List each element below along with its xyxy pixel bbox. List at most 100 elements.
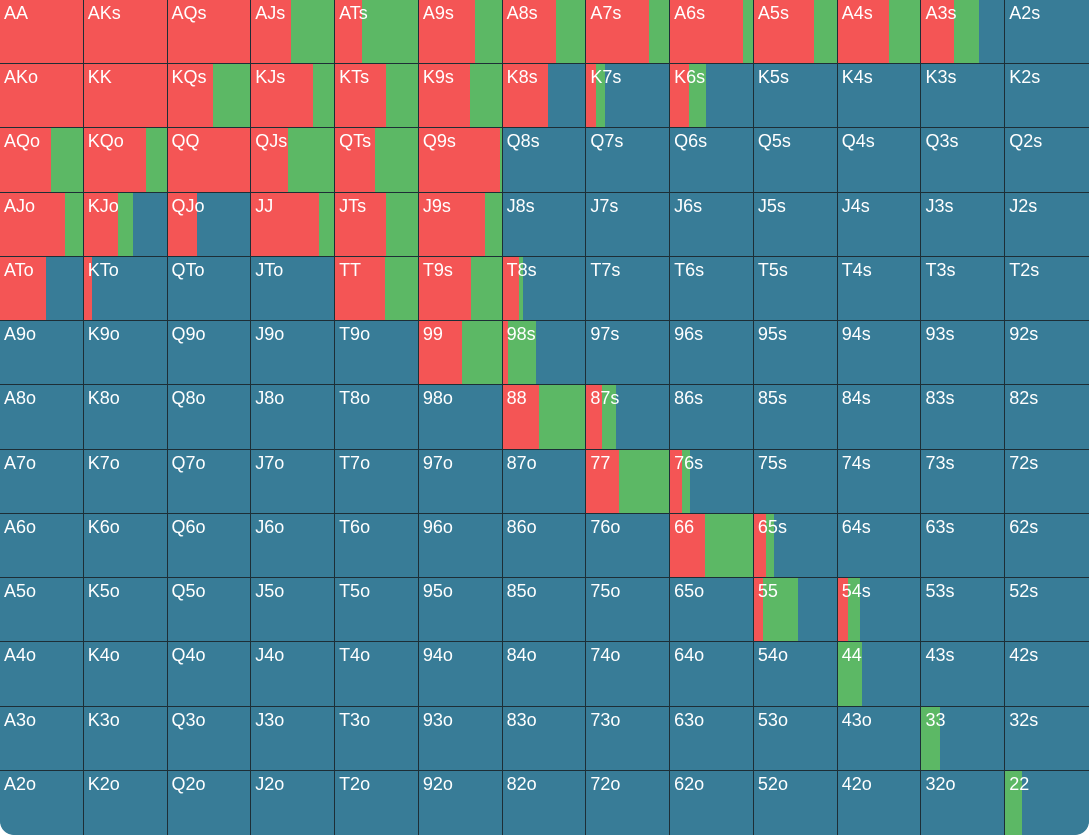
hand-cell[interactable]: J4o — [251, 642, 336, 707]
hand-cell[interactable]: 72o — [586, 770, 671, 835]
hand-cell[interactable]: A4o — [0, 642, 84, 707]
hand-cell[interactable]: 95o — [418, 578, 503, 643]
hand-cell[interactable]: K3s — [921, 64, 1006, 129]
hand-cell[interactable]: Q5o — [167, 578, 252, 643]
hand-cell[interactable]: J2s — [1005, 192, 1089, 257]
hand-cell[interactable]: Q2o — [167, 770, 252, 835]
hand-cell[interactable]: 64o — [670, 642, 754, 707]
hand-cell[interactable]: A3o — [0, 706, 84, 771]
hand-cell[interactable]: 54s — [837, 578, 922, 643]
hand-cell[interactable]: K7o — [83, 449, 168, 514]
hand-cell[interactable]: QJo — [167, 192, 252, 257]
hand-cell[interactable]: A3s — [921, 0, 1006, 65]
hand-cell[interactable]: 65s — [753, 513, 838, 579]
hand-cell[interactable]: K5o — [83, 578, 168, 643]
hand-cell[interactable]: ATs — [335, 0, 419, 65]
hand-cell[interactable]: T5s — [753, 256, 838, 322]
hand-cell[interactable]: A8s — [502, 0, 587, 65]
hand-cell[interactable]: 87o — [502, 449, 587, 514]
hand-cell[interactable]: 74o — [586, 642, 671, 707]
hand-cell[interactable]: J9s — [418, 192, 503, 257]
hand-cell[interactable]: 42s — [1005, 642, 1089, 707]
hand-cell[interactable]: J6s — [670, 192, 754, 257]
hand-cell[interactable]: 82s — [1005, 385, 1089, 450]
hand-cell[interactable]: 65o — [670, 578, 754, 643]
hand-cell[interactable]: 43o — [837, 706, 922, 771]
hand-cell[interactable]: J2o — [251, 770, 336, 835]
hand-cell[interactable]: T5o — [335, 578, 419, 643]
hand-cell[interactable]: Q2s — [1005, 128, 1089, 193]
hand-cell[interactable]: K6o — [83, 513, 168, 579]
hand-cell[interactable]: KQo — [83, 128, 168, 193]
hand-cell[interactable]: A8o — [0, 385, 84, 450]
hand-cell[interactable]: J7o — [251, 449, 336, 514]
hand-cell[interactable]: 63s — [921, 513, 1006, 579]
hand-cell[interactable]: 42o — [837, 770, 922, 835]
hand-cell[interactable]: JTo — [251, 256, 336, 322]
hand-cell[interactable]: AQs — [167, 0, 252, 65]
hand-cell[interactable]: QTs — [335, 128, 419, 193]
hand-cell[interactable]: 94o — [418, 642, 503, 707]
hand-cell[interactable]: J4s — [837, 192, 922, 257]
hand-cell[interactable]: 76s — [670, 449, 754, 514]
hand-cell[interactable]: QTo — [167, 256, 252, 322]
hand-cell[interactable]: K4o — [83, 642, 168, 707]
hand-cell[interactable]: Q6s — [670, 128, 754, 193]
hand-cell[interactable]: AKs — [83, 0, 168, 65]
hand-cell[interactable]: Q8o — [167, 385, 252, 450]
hand-cell[interactable]: 52o — [753, 770, 838, 835]
hand-cell[interactable]: 96s — [670, 321, 754, 386]
hand-cell[interactable]: 73o — [586, 706, 671, 771]
hand-cell[interactable]: 53o — [753, 706, 838, 771]
hand-cell[interactable]: J9o — [251, 321, 336, 386]
hand-cell[interactable]: 84o — [502, 642, 587, 707]
hand-cell[interactable]: A4s — [837, 0, 922, 65]
hand-cell[interactable]: T4s — [837, 256, 922, 322]
hand-cell[interactable]: J3o — [251, 706, 336, 771]
hand-cell[interactable]: 97o — [418, 449, 503, 514]
hand-cell[interactable]: Q8s — [502, 128, 587, 193]
hand-cell[interactable]: K9s — [418, 64, 503, 129]
hand-cell[interactable]: 72s — [1005, 449, 1089, 514]
hand-cell[interactable]: KJo — [83, 192, 168, 257]
hand-cell[interactable]: 83s — [921, 385, 1006, 450]
hand-cell[interactable]: J5s — [753, 192, 838, 257]
hand-cell[interactable]: Q9o — [167, 321, 252, 386]
hand-cell[interactable]: J8o — [251, 385, 336, 450]
hand-cell[interactable]: 54o — [753, 642, 838, 707]
hand-cell[interactable]: T9s — [418, 256, 503, 322]
hand-cell[interactable]: T9o — [335, 321, 419, 386]
hand-cell[interactable]: KTo — [83, 256, 168, 322]
hand-cell[interactable]: 94s — [837, 321, 922, 386]
hand-cell[interactable]: 86o — [502, 513, 587, 579]
hand-cell[interactable]: Q3o — [167, 706, 252, 771]
hand-cell[interactable]: A6o — [0, 513, 84, 579]
hand-cell[interactable]: K4s — [837, 64, 922, 129]
hand-cell[interactable]: J5o — [251, 578, 336, 643]
hand-cell[interactable]: 98o — [418, 385, 503, 450]
hand-cell[interactable]: 85s — [753, 385, 838, 450]
hand-cell[interactable]: 33 — [921, 706, 1006, 771]
hand-cell[interactable]: ATo — [0, 256, 84, 322]
hand-cell[interactable]: 77 — [586, 449, 671, 514]
hand-cell[interactable]: JJ — [251, 192, 336, 257]
hand-cell[interactable]: Q4o — [167, 642, 252, 707]
hand-cell[interactable]: Q9s — [418, 128, 503, 193]
hand-cell[interactable]: A2o — [0, 770, 84, 835]
hand-cell[interactable]: 63o — [670, 706, 754, 771]
hand-cell[interactable]: Q7o — [167, 449, 252, 514]
hand-cell[interactable]: T3s — [921, 256, 1006, 322]
hand-cell[interactable]: KQs — [167, 64, 252, 129]
hand-cell[interactable]: 66 — [670, 513, 754, 579]
hand-cell[interactable]: T8o — [335, 385, 419, 450]
hand-cell[interactable]: 76o — [586, 513, 671, 579]
hand-cell[interactable]: T3o — [335, 706, 419, 771]
hand-cell[interactable]: 32o — [921, 770, 1006, 835]
hand-cell[interactable]: 73s — [921, 449, 1006, 514]
hand-cell[interactable]: J7s — [586, 192, 671, 257]
hand-cell[interactable]: Q4s — [837, 128, 922, 193]
hand-cell[interactable]: 44 — [837, 642, 922, 707]
hand-cell[interactable]: T8s — [502, 256, 587, 322]
hand-cell[interactable]: K2o — [83, 770, 168, 835]
hand-cell[interactable]: T2o — [335, 770, 419, 835]
